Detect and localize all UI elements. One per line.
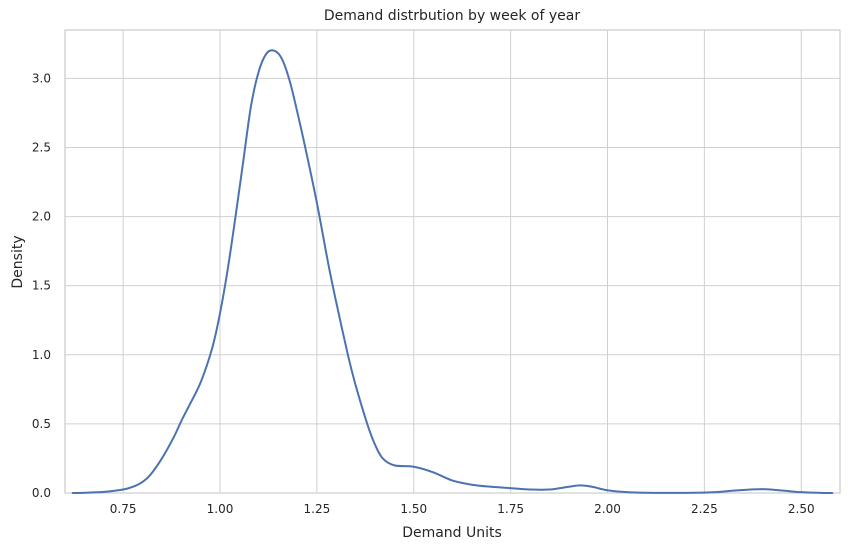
x-tick-label: 0.75 — [110, 502, 137, 516]
x-tick-label: 2.25 — [691, 502, 718, 516]
x-axis-label: Demand Units — [402, 525, 502, 541]
y-tick-label: 1.0 — [32, 348, 51, 362]
y-axis-label: Density — [10, 235, 26, 288]
x-tick-label: 1.00 — [207, 502, 234, 516]
chart-title: Demand distrbution by week of year — [324, 8, 580, 24]
y-tick-label: 2.0 — [32, 210, 51, 224]
x-tick-labels: 0.75 1.00 1.25 1.50 1.75 2.00 2.25 2.50 — [110, 502, 815, 516]
y-tick-label: 0.5 — [32, 417, 51, 431]
x-tick-label: 1.50 — [400, 502, 427, 516]
x-tick-label: 1.75 — [497, 502, 524, 516]
y-tick-label: 1.5 — [32, 279, 51, 293]
y-tick-label: 3.0 — [32, 71, 51, 85]
x-tick-label: 2.50 — [788, 502, 815, 516]
y-tick-labels: 0.0 0.5 1.0 1.5 2.0 2.5 3.0 — [32, 71, 51, 500]
y-tick-label: 2.5 — [32, 140, 51, 154]
plot-background — [64, 29, 841, 494]
x-grid-lines — [122, 30, 802, 493]
x-tick-label: 2.00 — [594, 502, 621, 516]
density-curve — [71, 49, 834, 494]
x-tick-label: 1.25 — [304, 502, 331, 516]
y-tick-label: 0.0 — [32, 486, 51, 500]
